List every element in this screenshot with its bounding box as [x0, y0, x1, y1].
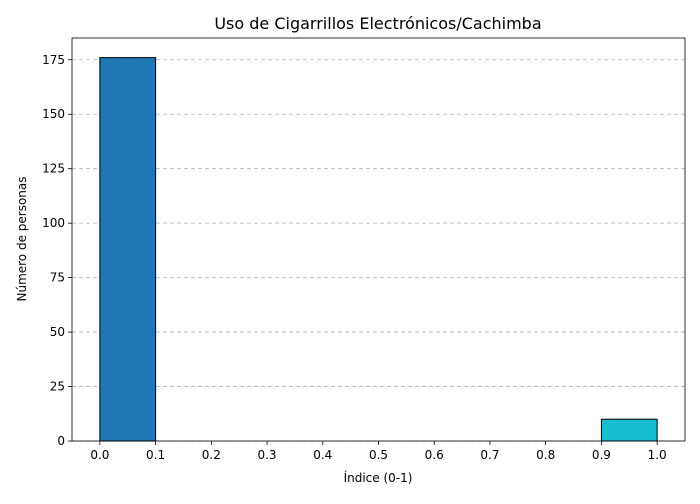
tick-layer: 0 25 50 75 100 125 150 175 0.0 0.1 0.2 0.3 0.4 0.5 0.6… [42, 53, 667, 462]
bar-layer [99, 57, 658, 442]
y-tick-label: 0 [57, 434, 65, 448]
plot-frame [71, 37, 686, 442]
x-tick-label: 0.6 [425, 448, 444, 462]
x-tick-label: 0.5 [369, 448, 388, 462]
y-tick-label: 75 [50, 271, 65, 285]
x-tick-label: 0.7 [480, 448, 499, 462]
x-tick-label: 1.0 [648, 448, 667, 462]
x-tick-label: 0.8 [536, 448, 555, 462]
axes-layer [71, 37, 686, 442]
y-tick-label: 150 [42, 107, 65, 121]
y-tick-label: 100 [42, 216, 65, 230]
grid-layer [72, 59, 685, 442]
y-tick-label: 50 [50, 325, 65, 339]
x-axis-label: Índice (0-1) [344, 470, 413, 485]
x-tick-label: 0.9 [592, 448, 611, 462]
x-tick-label: 0.2 [202, 448, 221, 462]
histogram-bar [99, 57, 157, 442]
y-tick-label: 25 [50, 380, 65, 394]
y-tick-label: 125 [42, 162, 65, 176]
x-tick-label: 0.3 [257, 448, 276, 462]
y-tick-label: 175 [42, 53, 65, 67]
chart-title: Uso de Cigarrillos Electrónicos/Cachimba [214, 14, 541, 33]
y-axis-label: Número de personas [15, 176, 29, 301]
histogram-bar [600, 418, 658, 442]
x-tick-label: 0.0 [90, 448, 109, 462]
x-tick-label: 0.4 [313, 448, 332, 462]
x-tick-label: 0.1 [146, 448, 165, 462]
